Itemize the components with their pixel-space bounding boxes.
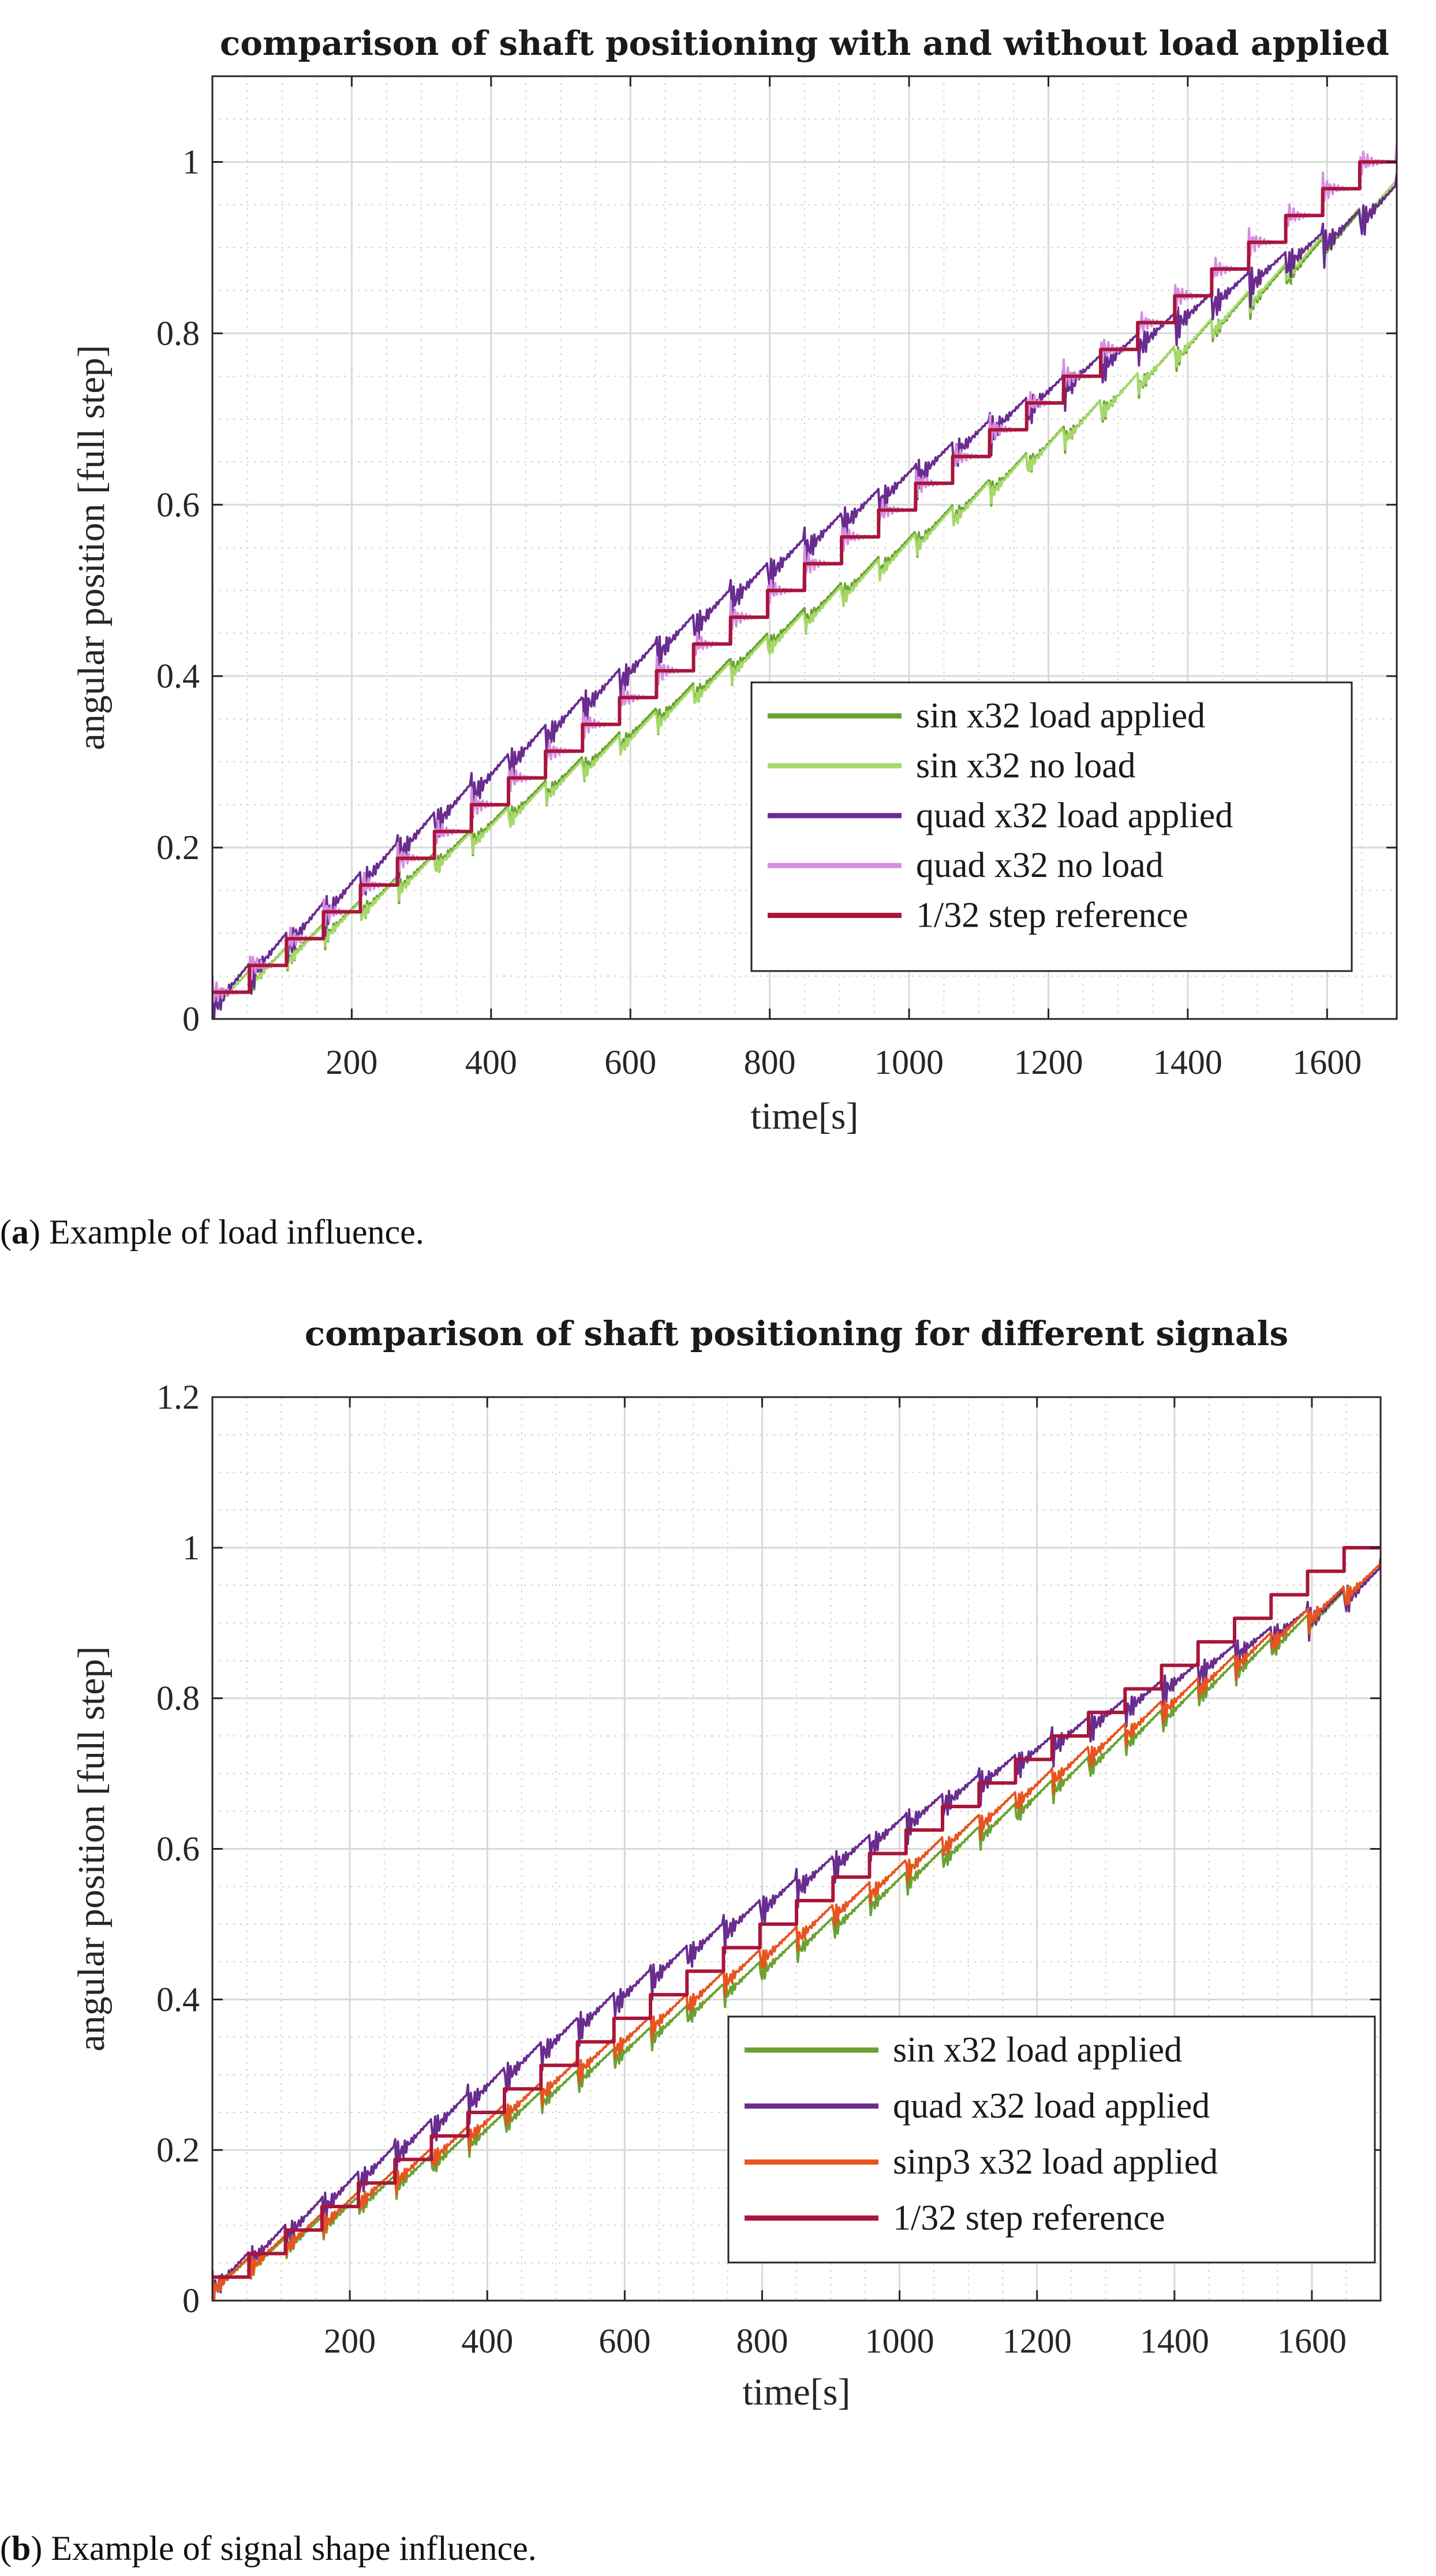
y-tick-label: 0.6 <box>156 1830 200 1868</box>
caption-b-label: b <box>11 2529 31 2567</box>
legend-box <box>750 681 1353 972</box>
series-group <box>212 1545 1381 2301</box>
series-group <box>212 144 1397 1019</box>
chart-title: comparison of shaft positioning with and… <box>220 24 1389 63</box>
x-tick-label: 1200 <box>1003 2322 1072 2360</box>
series-line-2 <box>212 173 1397 1019</box>
x-tick-label: 1400 <box>1153 1043 1222 1081</box>
chart-b: comparison of shaft positioning for diff… <box>70 1314 1382 2413</box>
y-tick-label: 0.8 <box>156 1679 200 1718</box>
y-axis-label: angular position [full step] <box>70 345 113 750</box>
x-axis-label: time[s] <box>743 2371 851 2413</box>
series-line-3 <box>212 1545 1381 2279</box>
y-tick-label: 0.4 <box>156 1980 200 2018</box>
caption-a: (a) Example of load influence. <box>0 1213 424 1251</box>
y-tick-label: 0.2 <box>156 828 200 867</box>
y-tick-label: 0.6 <box>156 486 200 524</box>
y-tick-label: 1 <box>182 1529 200 1567</box>
x-tick-label: 200 <box>326 1043 377 1081</box>
x-tick-label: 800 <box>736 2322 788 2360</box>
x-tick-label: 1000 <box>874 1043 944 1081</box>
x-tick-label: 600 <box>604 1043 656 1081</box>
x-tick-label: 1200 <box>1014 1043 1083 1081</box>
chart-title: comparison of shaft positioning for diff… <box>305 1314 1288 1353</box>
legend-entry: 1/32 step reference <box>916 896 1188 935</box>
x-tick-label: 1600 <box>1277 2322 1347 2360</box>
legend-box <box>727 2015 1376 2264</box>
legend-entry: quad x32 load applied <box>893 2086 1210 2126</box>
chart-a: comparison of shaft positioning with and… <box>70 24 1398 1137</box>
x-tick-label: 1000 <box>865 2322 934 2360</box>
x-tick-label: 800 <box>744 1043 796 1081</box>
y-tick-label: 0 <box>182 1000 200 1038</box>
legend: sin x32 load applied quad x32 load applie… <box>727 2015 1376 2264</box>
y-tick-label: 1.2 <box>156 1378 200 1416</box>
x-tick-label: 1600 <box>1292 1043 1362 1081</box>
axes-box <box>211 75 1398 1020</box>
legend-entry: sin x32 no load <box>916 746 1136 785</box>
caption-b-text: ) Example of signal shape influence. <box>31 2529 537 2567</box>
y-tick-label: 0.8 <box>156 314 200 352</box>
series-line-4 <box>212 160 1397 994</box>
y-tick-label: 1 <box>182 143 200 181</box>
x-axis-label: time[s] <box>751 1095 859 1137</box>
y-tick-label: 0.2 <box>156 2131 200 2169</box>
legend-entry: sin x32 load applied <box>893 2030 1182 2070</box>
caption-a-text: ) Example of load influence. <box>28 1213 424 1251</box>
x-tick-label: 600 <box>599 2322 650 2360</box>
series-line-1 <box>212 1558 1381 2301</box>
x-tick-label: 1400 <box>1140 2322 1209 2360</box>
y-tick-label: 0 <box>182 2282 200 2320</box>
caption-b: (b) Example of signal shape influence. <box>0 2529 537 2567</box>
x-tick-label: 200 <box>324 2322 376 2360</box>
legend-entry: sinp3 x32 load applied <box>893 2142 1218 2182</box>
x-tick-label: 400 <box>461 2322 513 2360</box>
legend-entry: quad x32 load applied <box>916 796 1233 835</box>
legend-entry: quad x32 no load <box>916 846 1164 885</box>
legend: sin x32 load applied sin x32 no load quad … <box>750 681 1353 972</box>
caption-a-label: a <box>11 1213 29 1251</box>
x-tick-label: 400 <box>465 1043 517 1081</box>
y-tick-label: 0.4 <box>156 657 200 695</box>
series-line-1 <box>212 180 1397 1017</box>
legend-entry: sin x32 load applied <box>916 696 1205 736</box>
y-axis-label: angular position [full step] <box>70 1646 113 2051</box>
legend-entry: 1/32 step reference <box>893 2198 1165 2238</box>
